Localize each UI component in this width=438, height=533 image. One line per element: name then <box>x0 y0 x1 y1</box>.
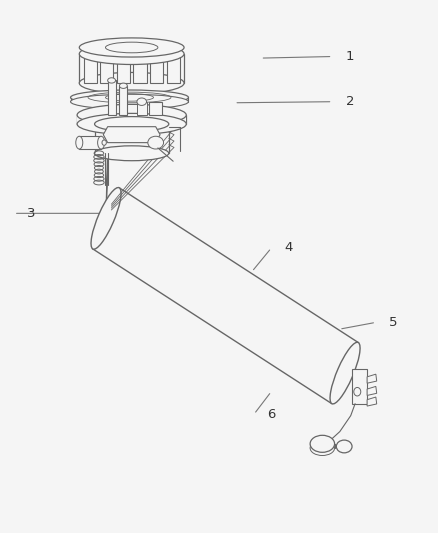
Polygon shape <box>106 146 108 227</box>
Text: 1: 1 <box>346 50 354 63</box>
Polygon shape <box>93 188 358 403</box>
Ellipse shape <box>148 136 163 149</box>
Ellipse shape <box>330 342 360 404</box>
Ellipse shape <box>79 38 184 57</box>
Polygon shape <box>100 47 113 83</box>
Polygon shape <box>352 369 367 403</box>
Ellipse shape <box>76 136 83 149</box>
Ellipse shape <box>79 72 184 94</box>
Polygon shape <box>79 136 101 149</box>
Ellipse shape <box>95 117 169 132</box>
Text: 5: 5 <box>389 316 398 329</box>
Polygon shape <box>79 54 184 83</box>
Ellipse shape <box>102 140 106 146</box>
Text: 3: 3 <box>27 207 35 220</box>
Bar <box>149 102 162 115</box>
Polygon shape <box>71 98 188 102</box>
Ellipse shape <box>77 114 186 135</box>
Ellipse shape <box>354 387 361 396</box>
Polygon shape <box>150 47 163 83</box>
Ellipse shape <box>71 90 188 105</box>
Ellipse shape <box>137 98 147 106</box>
Ellipse shape <box>79 43 184 64</box>
Polygon shape <box>367 374 377 383</box>
Ellipse shape <box>310 441 335 456</box>
Ellipse shape <box>95 146 169 161</box>
Bar <box>137 102 147 115</box>
Text: 6: 6 <box>267 408 276 421</box>
Polygon shape <box>134 47 147 83</box>
Bar <box>108 80 116 115</box>
Ellipse shape <box>106 42 158 53</box>
Ellipse shape <box>120 83 127 88</box>
Ellipse shape <box>310 435 335 453</box>
Text: 4: 4 <box>285 241 293 254</box>
Polygon shape <box>117 47 130 83</box>
Ellipse shape <box>108 78 116 83</box>
Ellipse shape <box>77 104 186 126</box>
Polygon shape <box>103 127 160 143</box>
Polygon shape <box>84 47 97 83</box>
Polygon shape <box>367 386 377 395</box>
Bar <box>120 86 127 115</box>
Polygon shape <box>367 397 377 406</box>
Ellipse shape <box>71 94 188 109</box>
Polygon shape <box>77 115 186 124</box>
Ellipse shape <box>98 136 105 149</box>
Polygon shape <box>166 47 180 83</box>
Ellipse shape <box>336 440 352 453</box>
Polygon shape <box>95 124 169 154</box>
Ellipse shape <box>91 188 121 249</box>
Text: 2: 2 <box>346 95 354 108</box>
